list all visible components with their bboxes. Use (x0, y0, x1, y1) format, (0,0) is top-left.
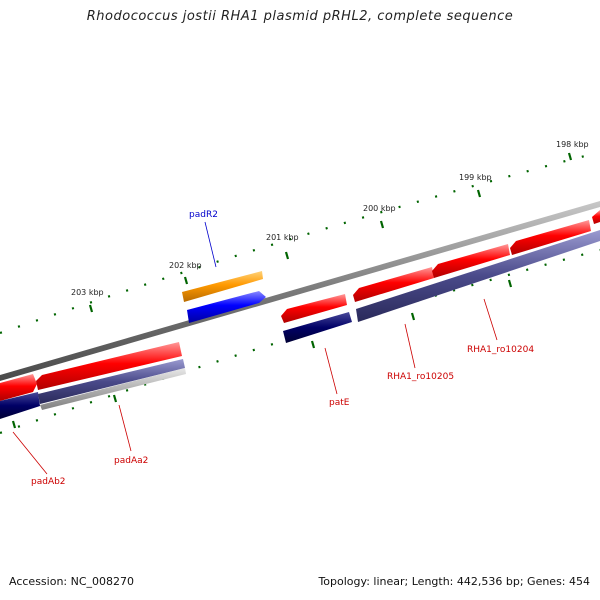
leader-padaa2 (118, 404, 132, 452)
gene-label-ro10205: RHA1_ro10205 (387, 372, 454, 382)
leader-ro10205 (404, 323, 416, 369)
sequence-backbone (0, 201, 600, 381)
scale-label-202: 202 kbp (169, 261, 202, 270)
gene-arrow-padab2 (0, 392, 40, 419)
major-ticks-outer (88, 152, 573, 313)
gene-arrow-left-red-1 (0, 374, 37, 401)
leader-padab2 (12, 431, 48, 475)
gene-arrow-padaa2-top (36, 342, 182, 390)
major-ticks-inner (11, 279, 513, 429)
leader-padr2 (204, 221, 217, 268)
gene-label-ro10204: RHA1_ro10204 (467, 345, 534, 355)
summary-text: Topology: linear; Length: 442,536 bp; Ge… (318, 575, 590, 588)
gene-arrow-pate (283, 312, 352, 343)
gene-arrow-padr2-top (182, 271, 263, 302)
scale-label-201: 201 kbp (266, 233, 299, 242)
gene-arrow-padaa2-shadow (40, 368, 186, 410)
gene-label-padr2: padR2 (189, 210, 218, 220)
gene-arrow-edge-right (592, 210, 600, 224)
scale-label-203: 203 kbp (71, 288, 104, 297)
gene-arrow-ro10204-top (432, 244, 510, 278)
map-title: Rhodococcus jostii RHA1 plasmid pRHL2, c… (86, 9, 514, 24)
leader-ro10204 (483, 298, 498, 341)
inner-tick-ring (0, 248, 600, 435)
gene-arrow-ro10203-top (510, 220, 591, 255)
gene-label-padaa2: padAa2 (114, 456, 148, 466)
gene-arrow-pate-top (281, 294, 347, 323)
scale-label-200: 200 kbp (363, 204, 396, 213)
accession-text: Accession: NC_008270 (9, 575, 135, 588)
scale-label-198: 198 kbp (556, 140, 589, 149)
scale-label-199: 199 kbp (459, 173, 492, 182)
gene-arrow-padr2 (187, 291, 266, 323)
gene-arrow-ro10205 (356, 230, 600, 322)
gene-label-padab2: padAb2 (31, 477, 66, 487)
gene-arrow-ro10205-top (353, 267, 434, 302)
gene-arrow-padaa2 (38, 359, 185, 404)
gene-label-pate: patE (329, 398, 350, 408)
leader-pate (324, 347, 338, 395)
